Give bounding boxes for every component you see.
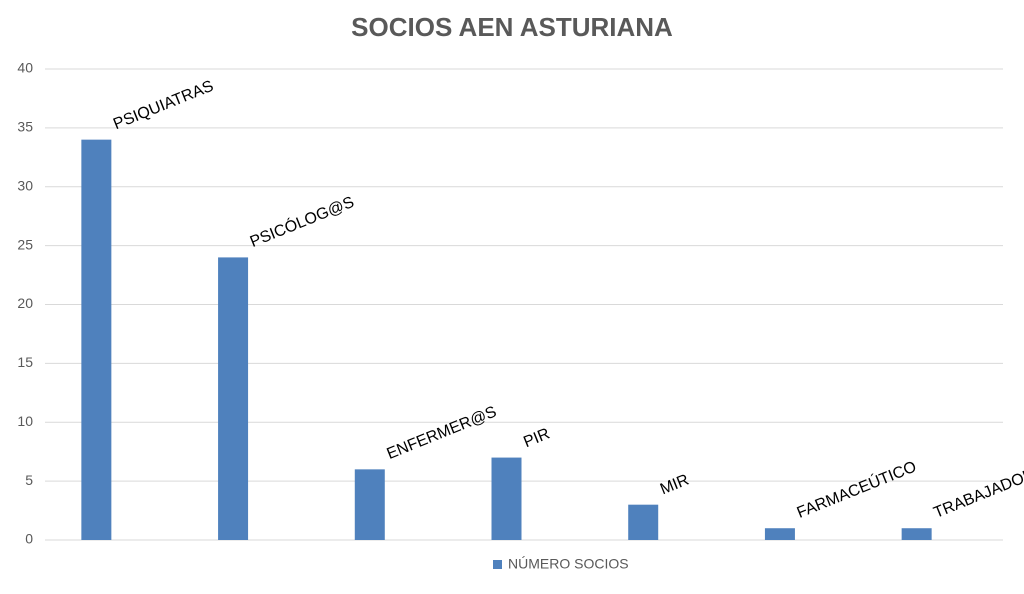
legend-swatch [493, 560, 502, 569]
y-tick-label: 25 [17, 236, 33, 252]
y-tick-label: 35 [17, 119, 33, 135]
y-tick-label: 5 [25, 472, 33, 488]
y-tick-label: 30 [17, 177, 33, 193]
chart-title: SOCIOS AEN ASTURIANA [351, 12, 673, 42]
bar [764, 528, 795, 540]
bar [81, 139, 112, 540]
bar [901, 528, 932, 540]
y-tick-label: 15 [17, 354, 33, 370]
bar [628, 504, 659, 540]
bar [218, 257, 249, 540]
bar [491, 457, 522, 540]
legend-label: NÚMERO SOCIOS [508, 556, 629, 572]
y-tick-label: 20 [17, 295, 33, 311]
y-tick-label: 0 [25, 531, 33, 547]
bar [354, 469, 385, 540]
y-tick-label: 40 [17, 60, 33, 76]
y-tick-label: 10 [17, 413, 33, 429]
